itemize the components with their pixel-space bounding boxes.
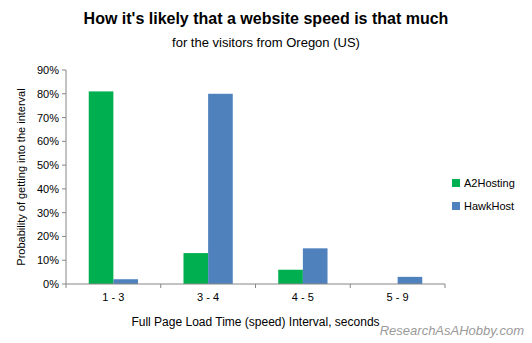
y-tick: [62, 188, 66, 189]
bar: [398, 277, 423, 284]
watermark: ResearchAsAHobby.com: [380, 323, 524, 338]
y-tick-label: 70%: [37, 112, 59, 124]
legend-label: A2Hosting: [464, 177, 515, 189]
y-tick-label: 40%: [37, 183, 59, 195]
y-tick: [62, 117, 66, 118]
y-tick: [62, 236, 66, 237]
bars: [89, 91, 423, 284]
bar: [278, 270, 303, 284]
y-tick: [62, 165, 66, 166]
bar: [89, 91, 114, 284]
y-tick-label: 50%: [37, 159, 59, 171]
legend-label: HawkHost: [464, 200, 514, 212]
x-tick: [350, 284, 351, 288]
bar: [303, 248, 328, 284]
background: [0, 0, 532, 343]
y-tick: [62, 284, 66, 285]
y-axis: [66, 70, 67, 284]
x-axis-label: Full Page Load Time (speed) Interval, se…: [131, 315, 379, 329]
y-tick: [62, 212, 66, 213]
y-tick-label: 60%: [37, 135, 59, 147]
bar: [208, 94, 233, 284]
x-tick-label: 4 - 5: [292, 291, 314, 303]
y-tick-label: 90%: [37, 64, 59, 76]
legend-swatch: [452, 179, 460, 187]
y-tick: [62, 141, 66, 142]
x-tick-label: 5 - 9: [387, 291, 409, 303]
page: {"chart_data": {"type": "bar", "title": …: [0, 0, 532, 343]
title: How it's likely that a website speed is …: [84, 10, 449, 27]
y-tick: [62, 260, 66, 261]
y-tick-label: 10%: [37, 254, 59, 266]
x-tick-label: 3 - 4: [197, 291, 219, 303]
x-tick: [66, 284, 67, 288]
chart: How it's likely that a website speed is …: [0, 0, 532, 343]
y-tick-label: 0%: [43, 278, 59, 290]
y-axis-label: Probability of getting into the interval: [15, 88, 27, 265]
x-tick: [445, 284, 446, 288]
y-tick-label: 80%: [37, 88, 59, 100]
x-tick-label: 1 - 3: [102, 291, 124, 303]
x-tick: [255, 284, 256, 288]
y-tick: [62, 70, 66, 71]
y-tick: [62, 93, 66, 94]
y-tick-label: 20%: [37, 230, 59, 242]
bar: [183, 253, 208, 284]
x-tick: [160, 284, 161, 288]
bar: [113, 279, 138, 284]
legend-swatch: [452, 202, 460, 210]
subtitle: for the visitors from Oregon (US): [172, 35, 360, 50]
y-tick-label: 30%: [37, 207, 59, 219]
